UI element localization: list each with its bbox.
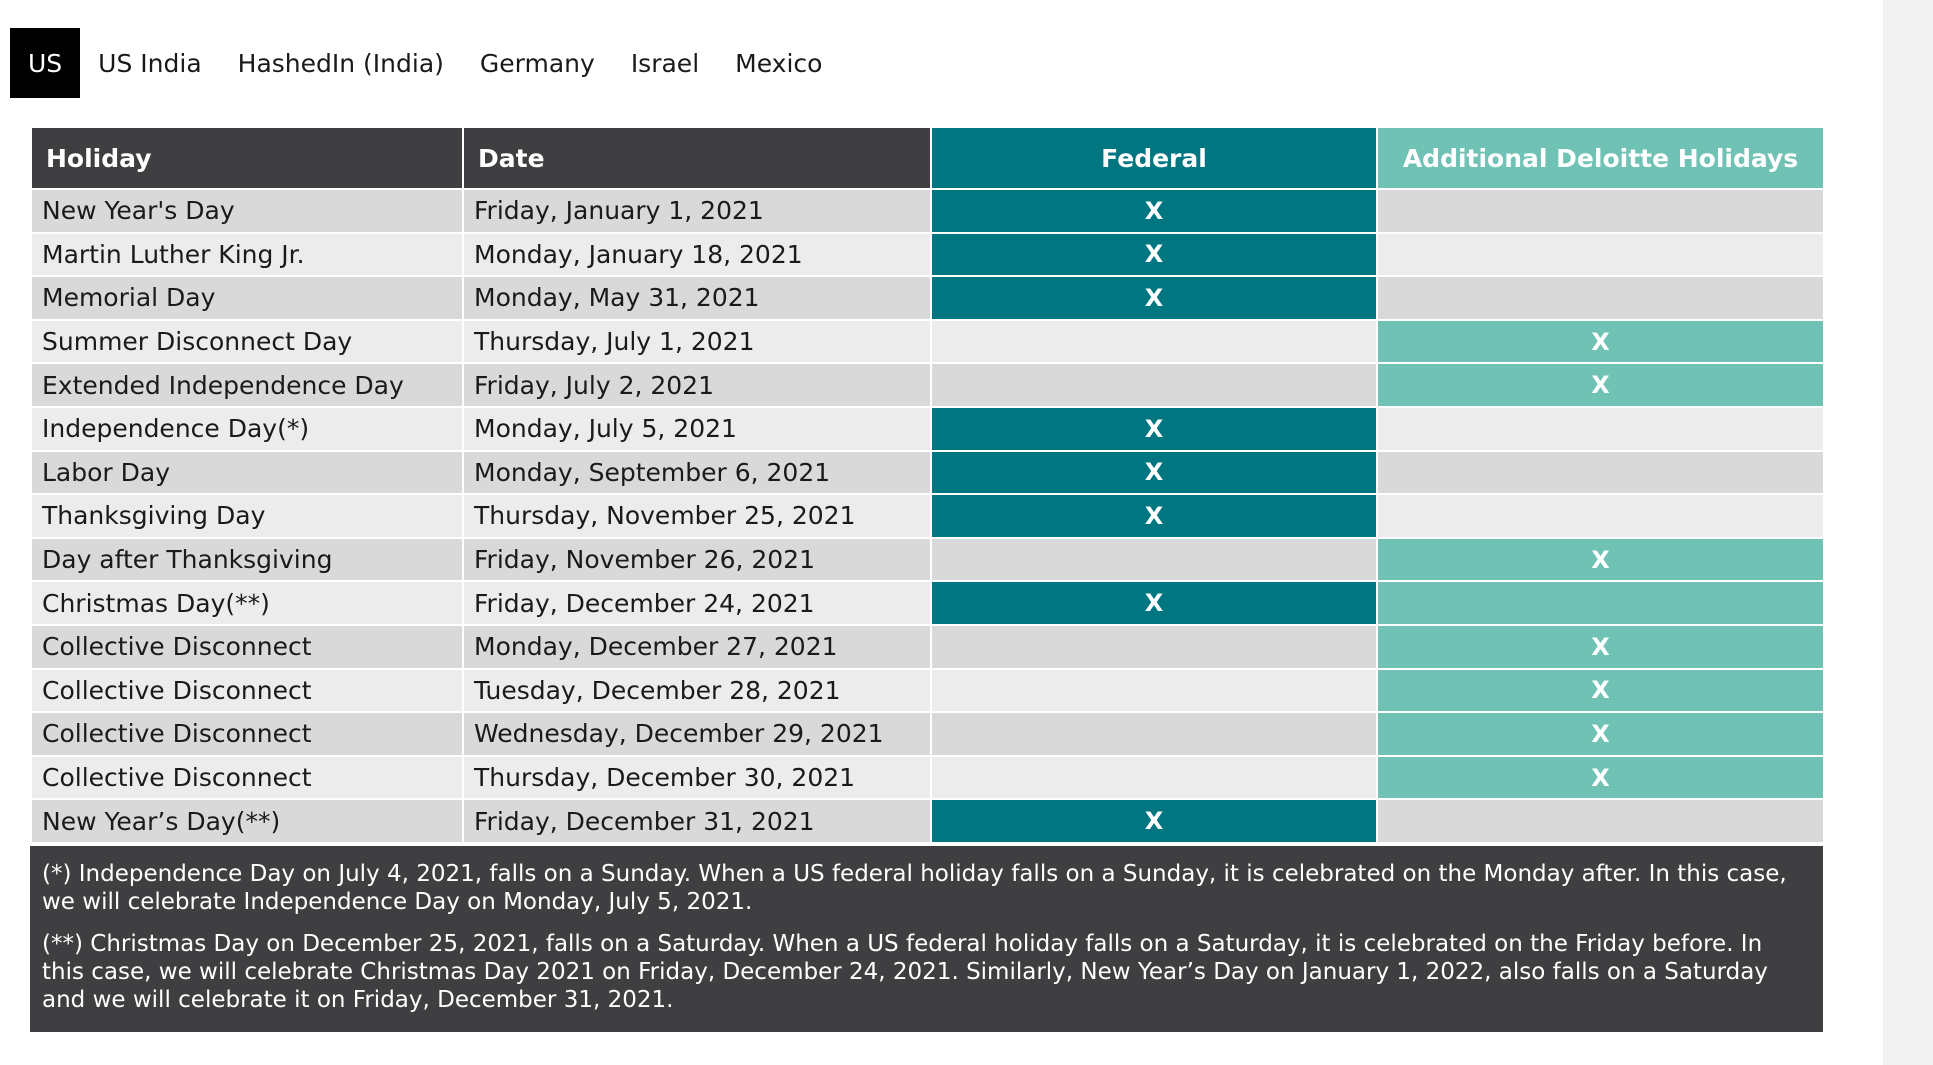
table-row: Thanksgiving Day Thursday, November 25, 2… [30,493,1825,539]
additional-cell: X [1376,318,1825,365]
table-header-row: Holiday Date Federal Additional Deloitte… [30,126,1825,190]
holiday-name-cell: New Year's Day [30,188,464,234]
holiday-date-cell: Monday, May 31, 2021 [462,275,932,321]
federal-cell [930,362,1378,408]
table-row: Extended Independence Day Friday, July 2,… [30,362,1825,408]
holiday-date-cell: Monday, July 5, 2021 [462,405,932,452]
additional-cell: X [1376,711,1825,757]
additional-cell [1376,449,1825,496]
additional-cell [1376,188,1825,234]
table-row: Martin Luther King Jr. Monday, January 18… [30,231,1825,278]
additional-cell: X [1376,536,1825,583]
holiday-name-cell: Summer Disconnect Day [30,318,464,365]
header-date: Date [462,126,932,190]
header-additional: Additional Deloitte Holidays [1376,126,1825,190]
federal-cell: X [930,405,1378,452]
federal-cell [930,536,1378,583]
holiday-name-cell: Collective Disconnect [30,754,464,801]
additional-cell: X [1376,362,1825,408]
table-row: Christmas Day(**) Friday, December 24, 20… [30,580,1825,626]
tab-hashedin-india[interactable]: HashedIn (India) [237,48,444,78]
table-row: Collective Disconnect Monday, December 27… [30,623,1825,670]
federal-cell: X [930,275,1378,321]
holiday-date-cell: Thursday, December 30, 2021 [462,754,932,801]
header-holiday: Holiday [30,126,464,190]
tab-germany[interactable]: Germany [479,48,595,78]
holiday-date-cell: Friday, December 31, 2021 [462,798,932,844]
holiday-name-cell: New Year’s Day(**) [30,798,464,844]
table-row: Memorial Day Monday, May 31, 2021 X [30,275,1825,321]
holiday-name-cell: Martin Luther King Jr. [30,231,464,278]
holiday-date-cell: Monday, January 18, 2021 [462,231,932,278]
holiday-name-cell: Labor Day [30,449,464,496]
federal-cell [930,318,1378,365]
table-row: New Year’s Day(**) Friday, December 31, 2… [30,798,1825,844]
additional-cell [1376,493,1825,539]
additional-cell [1376,405,1825,452]
holiday-name-cell: Collective Disconnect [30,623,464,670]
tab-israel[interactable]: Israel [630,48,700,78]
holiday-date-cell: Friday, January 1, 2021 [462,188,932,234]
table-row: New Year's Day Friday, January 1, 2021 X [30,188,1825,234]
federal-cell [930,667,1378,714]
holiday-name-cell: Thanksgiving Day [30,493,464,539]
table-row: Independence Day(*) Monday, July 5, 2021 X [30,405,1825,452]
table-row: Collective Disconnect Thursday, December … [30,754,1825,801]
federal-cell: X [930,449,1378,496]
additional-cell [1376,580,1825,626]
additional-cell [1376,275,1825,321]
header-federal: Federal [930,126,1378,190]
holiday-date-cell: Thursday, July 1, 2021 [462,318,932,365]
table-row: Summer Disconnect Day Thursday, July 1, 2… [30,318,1825,365]
tab-mexico[interactable]: Mexico [735,48,823,78]
holiday-name-cell: Collective Disconnect [30,711,464,757]
holiday-name-cell: Day after Thanksgiving [30,536,464,583]
holiday-date-cell: Friday, November 26, 2021 [462,536,932,583]
holiday-date-cell: Friday, July 2, 2021 [462,362,932,408]
right-gutter [1883,0,1933,1065]
holiday-name-cell: Independence Day(*) [30,405,464,452]
additional-cell [1376,231,1825,278]
federal-cell: X [930,188,1378,234]
federal-cell: X [930,798,1378,844]
footnotes: (*) Independence Day on July 4, 2021, fa… [30,846,1823,1032]
federal-cell [930,623,1378,670]
holiday-name-cell: Memorial Day [30,275,464,321]
holiday-date-cell: Tuesday, December 28, 2021 [462,667,932,714]
footnote-christmas-newyear: (**) Christmas Day on December 25, 2021,… [42,931,1768,1013]
additional-cell: X [1376,754,1825,801]
holiday-date-cell: Thursday, November 25, 2021 [462,493,932,539]
holiday-date-cell: Monday, December 27, 2021 [462,623,932,670]
table-row: Collective Disconnect Wednesday, December… [30,711,1825,757]
additional-cell: X [1376,623,1825,670]
tab-us-india[interactable]: US India [98,48,202,78]
footnote-independence: (*) Independence Day on July 4, 2021, fa… [42,861,1787,915]
holiday-name-cell: Extended Independence Day [30,362,464,408]
federal-cell [930,754,1378,801]
federal-cell: X [930,231,1378,278]
federal-cell: X [930,580,1378,626]
federal-cell [930,711,1378,757]
table-body: New Year's Day Friday, January 1, 2021 X Ma… [30,188,1825,844]
table-row: Labor Day Monday, September 6, 2021 X [30,449,1825,496]
holiday-table: Holiday Date Federal Additional Deloitte… [30,126,1825,844]
holiday-name-cell: Collective Disconnect [30,667,464,714]
holiday-date-cell: Wednesday, December 29, 2021 [462,711,932,757]
table-row: Collective Disconnect Tuesday, December 2… [30,667,1825,714]
additional-cell [1376,798,1825,844]
country-tabs: US US India HashedIn (India) Germany Isr… [10,28,840,98]
federal-cell: X [930,493,1378,539]
holiday-date-cell: Monday, September 6, 2021 [462,449,932,496]
additional-cell: X [1376,667,1825,714]
table-row: Day after Thanksgiving Friday, November 2… [30,536,1825,583]
tab-us[interactable]: US [10,28,81,98]
holiday-date-cell: Friday, December 24, 2021 [462,580,932,626]
holiday-name-cell: Christmas Day(**) [30,580,464,626]
